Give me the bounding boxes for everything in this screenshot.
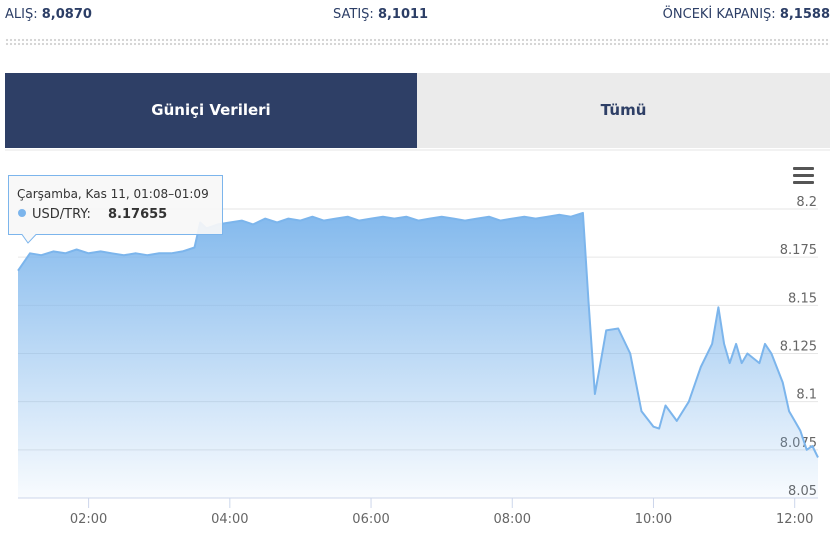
menu-bar [793, 181, 814, 184]
y-tick-label: 8.125 [780, 340, 817, 355]
x-tick-label: 02:00 [70, 512, 107, 527]
line [17, 211, 819, 458]
label: ALIŞ: [5, 7, 38, 22]
plot: 8.058.0758.18.1258.158.1758.202:0004:000… [17, 195, 819, 527]
tab[interactable]: Güniçi Verileri [5, 73, 417, 148]
x-tick-label: 08:00 [494, 512, 531, 527]
area [18, 212, 818, 498]
value: 8,0870 [41, 7, 92, 22]
x-tick-label: 12:00 [776, 512, 813, 527]
y-tick-label: 8.175 [780, 243, 817, 258]
tooltip-dot [18, 209, 26, 217]
tab[interactable]: Tümü [417, 73, 830, 148]
menu-button[interactable] [793, 167, 814, 184]
tooltip-box [8, 175, 223, 244]
x-tick-label: 10:00 [635, 512, 672, 527]
x-tick-label: 06:00 [352, 512, 389, 527]
y-tick-label: 8.2 [796, 195, 817, 210]
y-tick-label: 8.15 [788, 291, 817, 306]
y-tick-label: 8.1 [796, 388, 817, 403]
value: 8,1588 [779, 7, 830, 22]
separator [5, 38, 830, 46]
tooltip-value: 8.17655 [108, 207, 167, 222]
menu-bar [793, 167, 814, 170]
x-tick-label: 04:00 [211, 512, 248, 527]
buy-price: ALIŞ: 8,0870 [5, 7, 92, 22]
tooltip-label: USD/TRY: [32, 207, 91, 222]
menu-bar [793, 174, 814, 177]
prev-close: ÖNCEKİ KAPANIŞ: 8,1588 [663, 7, 830, 22]
label: ÖNCEKİ KAPANIŞ: [662, 7, 776, 22]
label: SATIŞ: [333, 7, 374, 22]
sell-price: SATIŞ: 8,1011 [333, 7, 428, 22]
value: 8,1011 [377, 7, 429, 22]
tooltip: Çarşamba, Kas 11, 01:08–01:09 USD/TRY: 8… [8, 175, 223, 244]
tooltip-header: Çarşamba, Kas 11, 01:08–01:09 [17, 187, 209, 201]
